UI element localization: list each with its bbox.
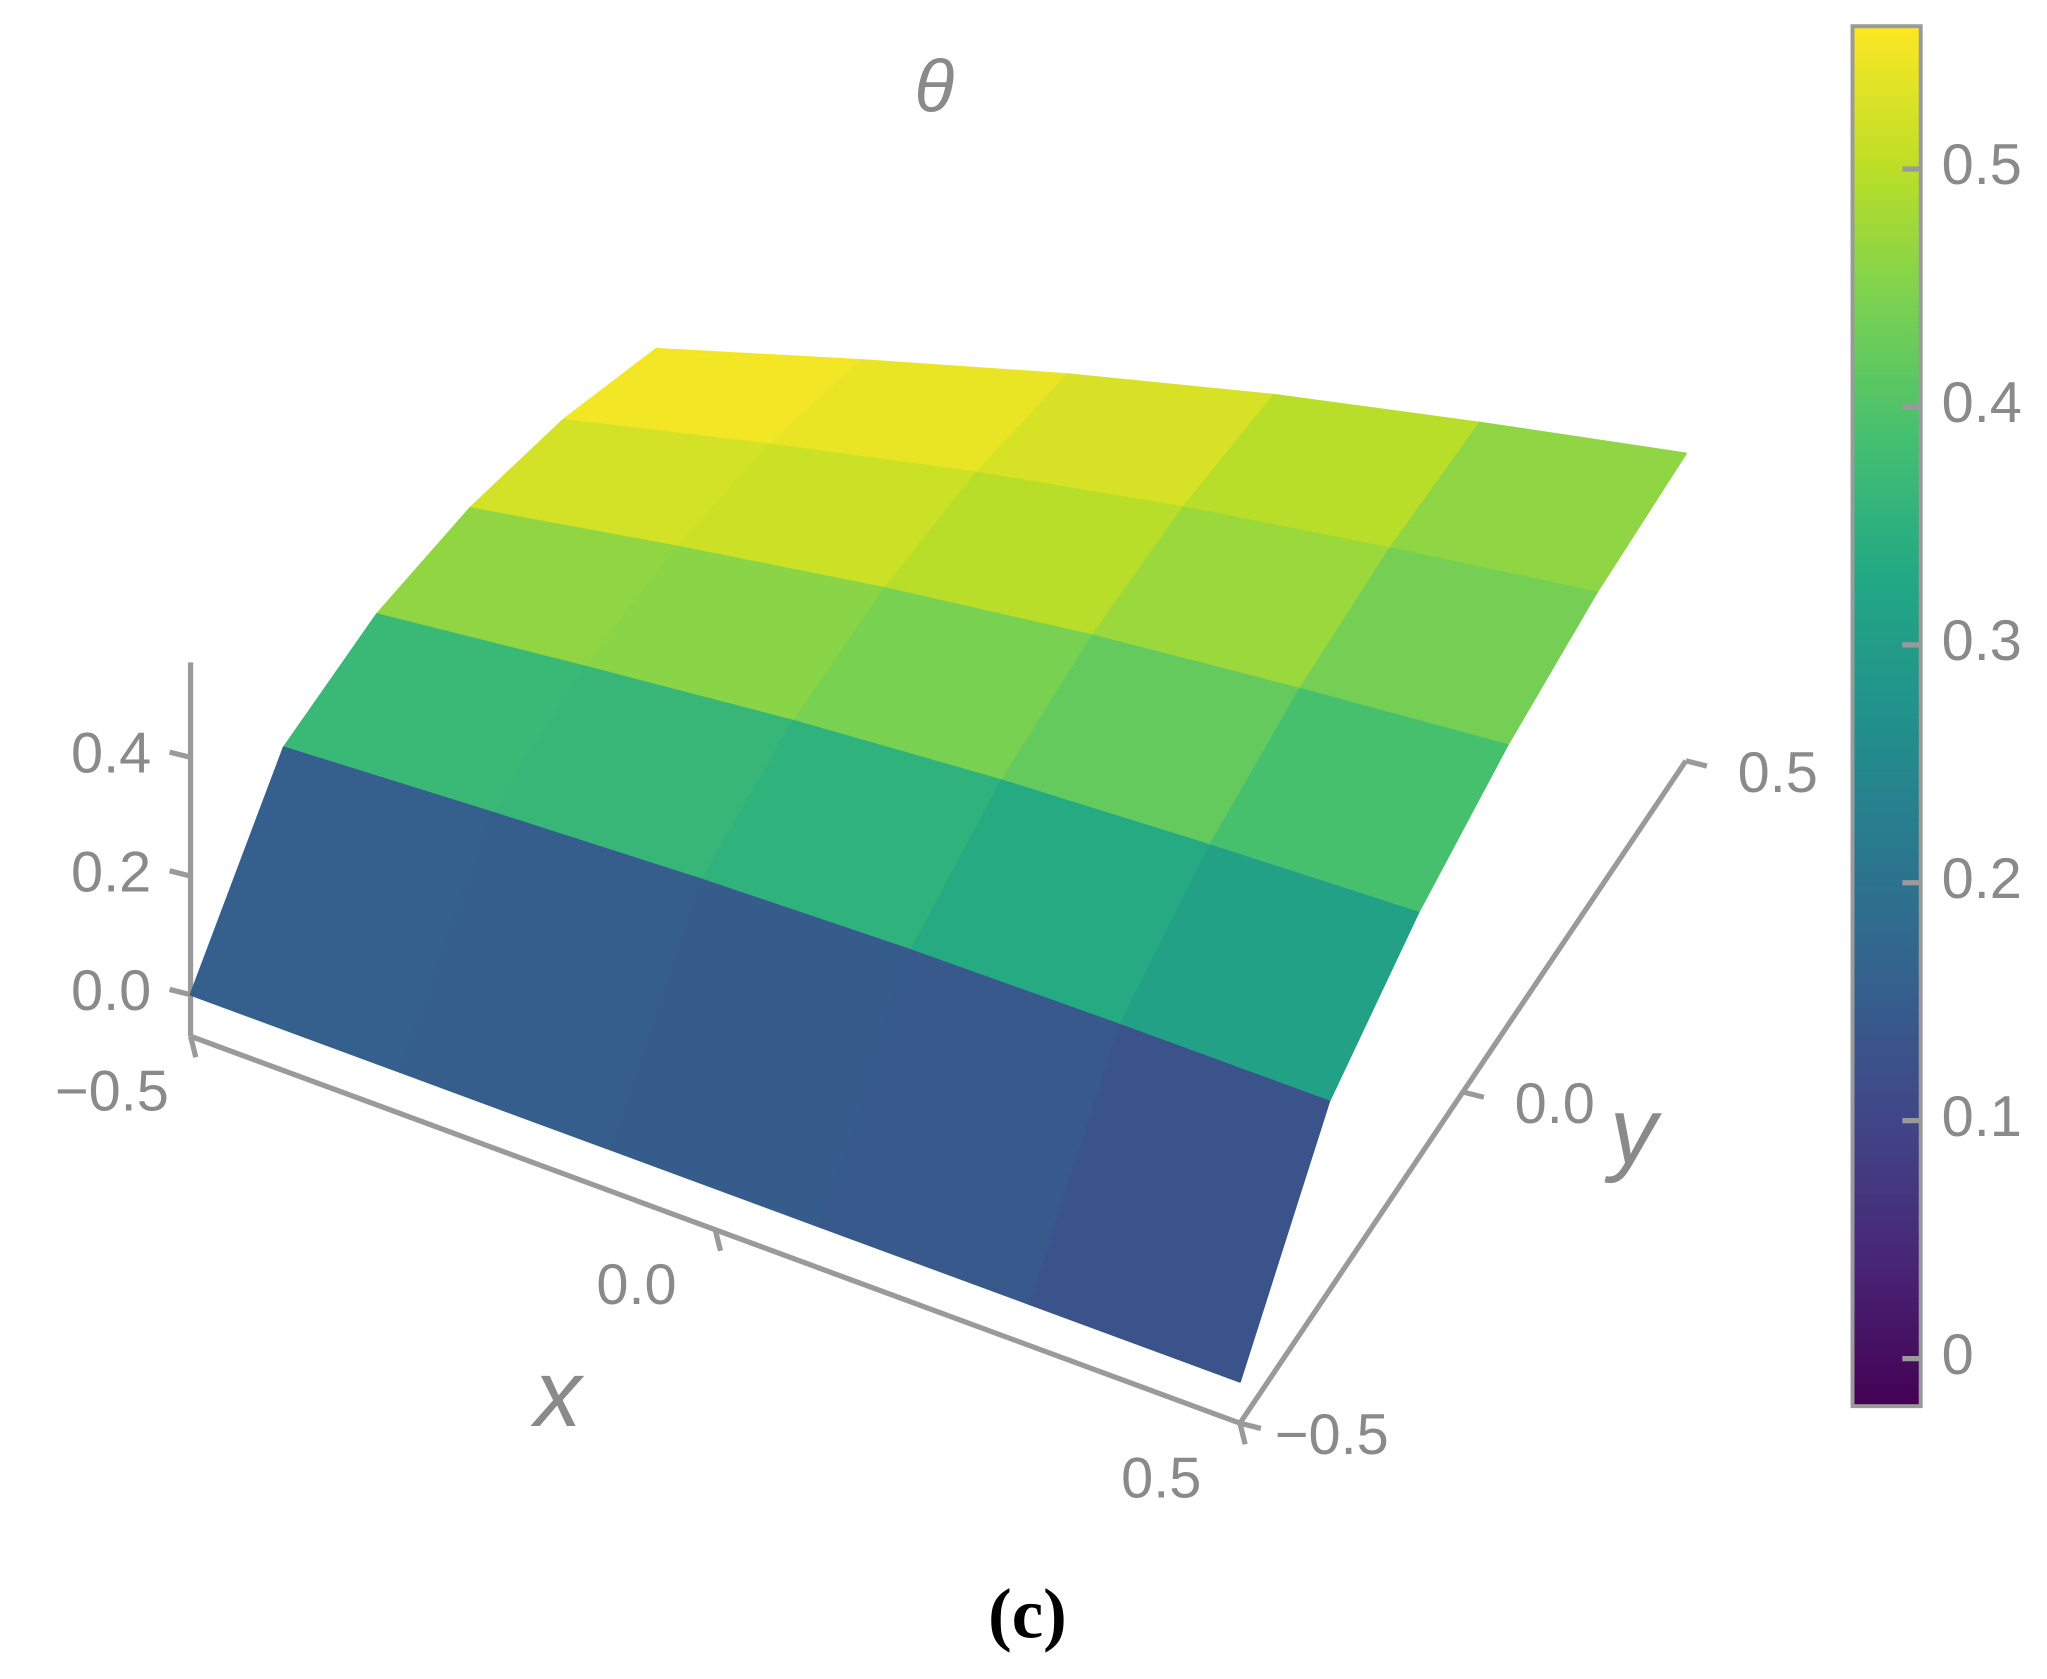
colorbar-tick-label: 0.2 [1942,847,2022,911]
y-tick [1239,1420,1262,1432]
y-tick [1685,758,1708,769]
colorbar-tick-label: 0 [1942,1323,1974,1387]
caption: (c) [988,1576,1067,1654]
x-tick [188,1035,199,1058]
chart-title: θ [914,45,954,127]
surface [189,347,1687,1383]
colorbar-tick-label: 0.5 [1942,133,2022,197]
z-tick [168,749,192,760]
z-tick-label: 0.0 [71,959,151,1023]
x-tick [1237,1422,1248,1445]
y-tick-label: −0.5 [1275,1403,1389,1467]
z-tick-label: 0.2 [71,840,151,904]
y-axis-label: y [1604,1080,1662,1185]
x-tick-label: 0.0 [596,1253,676,1317]
x-tick-label: −0.5 [55,1060,169,1124]
colorbar [1850,24,1923,1409]
x-tick [712,1229,724,1252]
colorbar-tick-label: 0.1 [1942,1085,2022,1149]
z-tick [168,986,192,998]
y-tick [1462,1089,1485,1100]
colorbar-tick-label: 0.3 [1942,609,2022,673]
z-tick-label: 0.4 [71,722,151,786]
x-tick-label: 0.5 [1121,1446,1201,1510]
colorbar-tick-label: 0.4 [1942,371,2022,435]
z-tick [168,868,192,879]
y-tick-label: 0.5 [1738,741,1818,805]
surface-patch [1029,1023,1331,1383]
y-tick-label: 0.0 [1515,1072,1595,1136]
x-axis-label: x [530,1342,584,1447]
